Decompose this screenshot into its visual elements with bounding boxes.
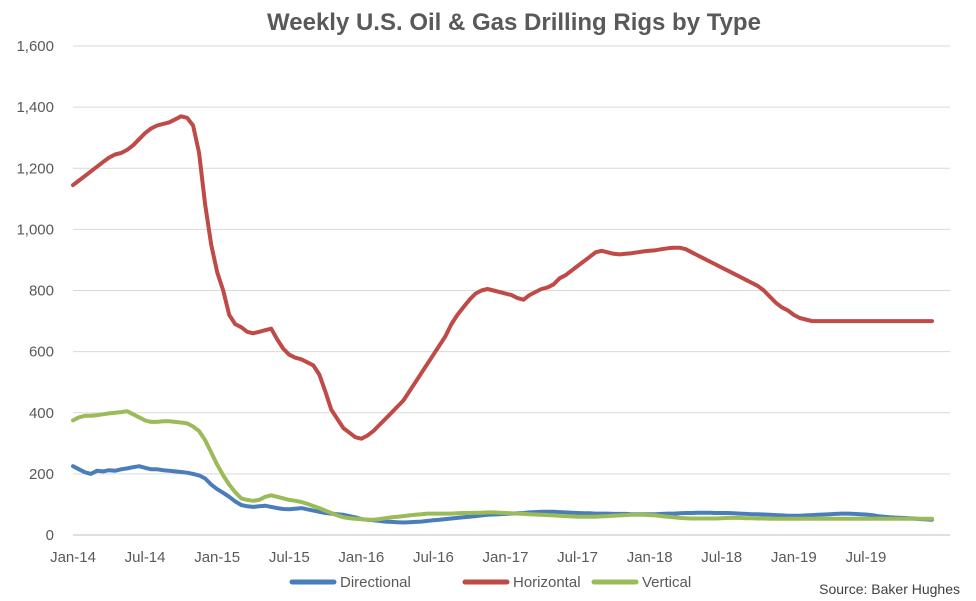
x-tick-label: Jul-19 xyxy=(845,549,886,566)
gridlines xyxy=(73,45,950,536)
x-tick-label: Jul-17 xyxy=(557,549,598,566)
x-tick-label: Jan-15 xyxy=(194,549,240,566)
legend-label-vertical: Vertical xyxy=(642,574,691,591)
legend-label-directional: Directional xyxy=(340,574,411,591)
y-tick-label: 800 xyxy=(29,283,54,300)
y-tick-label: 600 xyxy=(29,344,54,361)
y-tick-label: 1,600 xyxy=(16,38,54,55)
legend: Directional Horizontal Vertical xyxy=(289,574,691,591)
plot-area xyxy=(71,114,934,525)
x-tick-label: Jul-14 xyxy=(125,549,166,566)
x-tick-label: Jan-18 xyxy=(627,549,673,566)
y-tick-label: 1,400 xyxy=(16,99,54,116)
y-tick-label: 0 xyxy=(46,527,54,544)
x-tick-label: Jan-14 xyxy=(50,549,96,566)
series-line-horizontal xyxy=(71,114,934,441)
y-tick-label: 1,200 xyxy=(16,160,54,177)
x-tick-label: Jul-15 xyxy=(269,549,310,566)
x-tick-label: Jul-18 xyxy=(701,549,742,566)
x-tick-label: Jan-19 xyxy=(771,549,817,566)
y-tick-label: 1,000 xyxy=(16,221,54,238)
y-tick-label: 400 xyxy=(29,405,54,422)
chart-title: Weekly U.S. Oil & Gas Drilling Rigs by T… xyxy=(267,9,761,36)
series-line-vertical xyxy=(71,409,934,522)
y-axis-ticks: 0 200 400 600 800 1,000 1,200 1,400 1,600 xyxy=(16,38,54,544)
y-tick-label: 200 xyxy=(29,466,54,483)
x-tick-label: Jul-16 xyxy=(413,549,454,566)
x-tick-label: Jan-16 xyxy=(338,549,384,566)
x-tick-label: Jan-17 xyxy=(483,549,529,566)
x-axis-ticks: Jan-14 Jul-14 Jan-15 Jul-15 Jan-16 Jul-16 Jan-… xyxy=(50,549,886,566)
source-note: Source: Baker Hughes xyxy=(819,581,960,597)
legend-label-horizontal: Horizontal xyxy=(513,574,581,591)
